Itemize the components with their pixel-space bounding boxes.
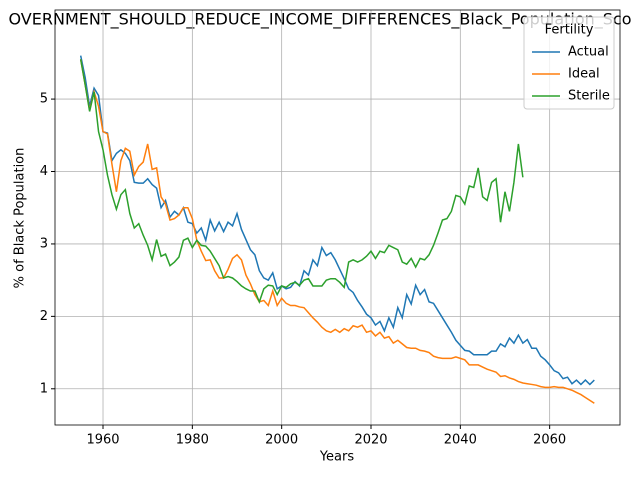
x-tick-label: 1980: [176, 433, 209, 448]
x-tick-label: 2000: [265, 433, 298, 448]
y-tick-label: 5: [40, 92, 48, 107]
legend-label: Sterile: [568, 89, 610, 104]
x-tick-label: 2040: [444, 433, 477, 448]
x-axis-label: Years: [319, 450, 355, 465]
chart-title: OVERNMENT_SHOULD_REDUCE_INCOME_DIFFERENC…: [8, 10, 631, 30]
x-tick-label: 2060: [533, 433, 566, 448]
legend-label: Actual: [568, 45, 609, 60]
x-tick-label: 1960: [86, 433, 119, 448]
series-line: [79, 59, 595, 404]
x-tick-label: 2020: [354, 433, 387, 448]
y-tick-label: 1: [40, 381, 48, 396]
legend-title: Fertility: [545, 23, 594, 38]
series-line: [79, 55, 595, 386]
y-tick-label: 4: [40, 164, 48, 179]
legend-box: [523, 16, 615, 110]
plot-frame: [54, 9, 621, 426]
y-tick-label: 2: [40, 309, 48, 324]
legend-label: Ideal: [568, 67, 600, 82]
y-tick-label: 3: [40, 236, 48, 251]
y-axis-label: % of Black Population: [13, 148, 28, 289]
series-line: [79, 59, 524, 305]
